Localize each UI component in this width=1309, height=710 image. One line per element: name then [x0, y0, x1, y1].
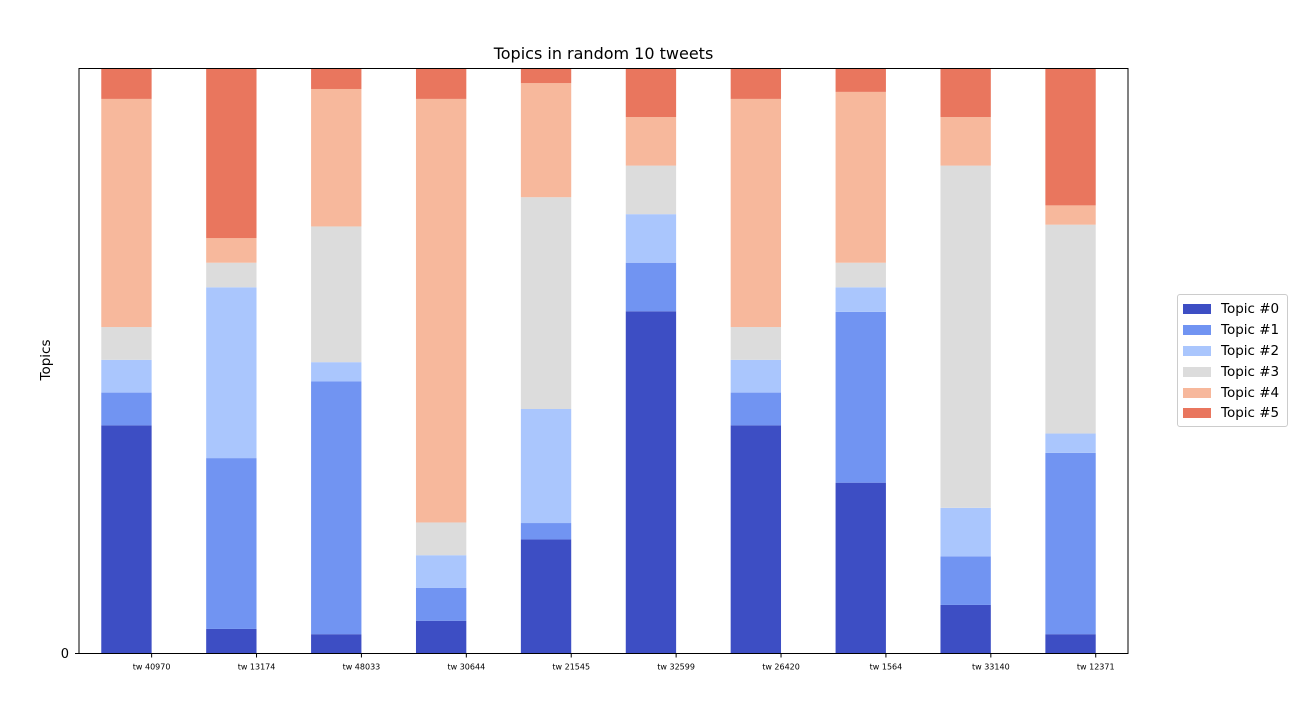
bar-segment-topic-2-6 [730, 359, 782, 393]
bar-segment-topic-2-8 [940, 507, 991, 557]
x-tick-label: tw 1564 [870, 663, 903, 672]
legend-label: Topic #5 [1221, 405, 1280, 422]
x-tick-label: tw 13174 [238, 663, 276, 672]
x-tick-label: tw 33140 [972, 663, 1010, 672]
bar-segment-topic-0-2 [311, 634, 362, 654]
bar-segment-topic-5-2 [311, 68, 362, 89]
legend-item-topic-5: Topic #5 [1178, 403, 1287, 424]
bar-segment-topic-1-1 [206, 458, 257, 629]
bar-segment-topic-3-1 [206, 262, 257, 288]
bar-segment-topic-1-5 [625, 262, 677, 312]
bar-segment-topic-1-7 [835, 311, 886, 483]
x-tick-label: tw 12371 [1077, 663, 1115, 672]
legend-swatch [1183, 304, 1211, 315]
legend-label: Topic #2 [1221, 342, 1280, 359]
bar-segment-topic-2-9 [1045, 433, 1096, 453]
legend-item-topic-1: Topic #1 [1178, 320, 1287, 341]
bar-segment-topic-5-6 [730, 68, 782, 99]
bar-segment-topic-0-6 [730, 425, 782, 654]
bar-segment-topic-2-0 [101, 359, 152, 393]
bar-segment-topic-3-4 [520, 197, 572, 409]
bars-group [101, 68, 1096, 654]
bar-segment-topic-0-3 [415, 620, 467, 654]
legend-label: Topic #4 [1221, 384, 1280, 401]
legend-item-topic-2: Topic #2 [1178, 341, 1287, 362]
bar-segment-topic-1-2 [311, 381, 362, 635]
bar-segment-topic-1-3 [415, 587, 467, 621]
bar-segment-topic-4-0 [101, 98, 152, 328]
plot-frame [78, 68, 1129, 654]
bar-segment-topic-1-9 [1045, 452, 1096, 635]
legend-swatch [1183, 345, 1211, 356]
bar-segment-topic-0-0 [101, 425, 152, 654]
bar-segment-topic-0-1 [206, 628, 257, 654]
legend-swatch [1183, 366, 1211, 377]
bar-segment-topic-3-8 [940, 165, 991, 508]
legend-label: Topic #0 [1221, 301, 1280, 318]
y-axis-label: Topics [38, 340, 54, 382]
bar-segment-topic-5-5 [625, 68, 677, 118]
bar-segment-topic-4-8 [940, 117, 991, 166]
bar-segment-topic-3-6 [730, 327, 782, 360]
legend-swatch [1183, 387, 1211, 398]
bar-segment-topic-3-0 [101, 327, 152, 360]
bar-segment-topic-4-1 [206, 238, 257, 263]
bar-segment-topic-4-3 [415, 98, 467, 523]
bar-segment-topic-2-5 [625, 214, 677, 263]
legend-item-topic-0: Topic #0 [1178, 299, 1287, 320]
x-tick-label: tw 21545 [552, 663, 590, 672]
legend-label: Topic #1 [1221, 322, 1280, 339]
bar-segment-topic-0-8 [940, 604, 991, 654]
legend-item-topic-4: Topic #4 [1178, 382, 1287, 403]
bar-segment-topic-0-4 [520, 539, 572, 654]
bar-segment-topic-4-5 [625, 117, 677, 166]
x-tick-label: tw 26420 [762, 663, 800, 672]
x-tick-label: tw 40970 [133, 663, 171, 672]
bar-segment-topic-4-2 [311, 88, 362, 227]
bar-segment-topic-5-9 [1045, 68, 1096, 206]
bar-segment-topic-5-4 [520, 68, 572, 84]
bar-segment-topic-3-7 [835, 262, 886, 288]
bar-segment-topic-1-8 [940, 556, 991, 605]
bar-segment-topic-2-3 [415, 555, 467, 588]
bar-segment-topic-3-9 [1045, 224, 1096, 434]
bar-segment-topic-1-6 [730, 392, 782, 426]
bar-segment-topic-0-9 [1045, 634, 1096, 654]
legend-label: Topic #3 [1221, 363, 1280, 380]
bar-segment-topic-2-1 [206, 287, 257, 459]
bar-segment-topic-3-3 [415, 522, 467, 556]
bar-segment-topic-2-2 [311, 362, 362, 382]
bar-segment-topic-0-7 [835, 482, 886, 654]
bar-segment-topic-5-7 [835, 68, 886, 92]
x-ticks-group: tw 40970 tw 13174 tw 48033 tw 30644 tw 21545… [133, 653, 1115, 672]
bar-segment-topic-5-8 [940, 68, 991, 118]
bar-segment-topic-1-0 [101, 392, 152, 426]
bar-segment-topic-2-7 [835, 287, 886, 312]
x-tick-label: tw 32599 [657, 663, 695, 672]
bar-segment-topic-4-6 [730, 98, 782, 328]
bar-segment-topic-2-4 [520, 408, 572, 524]
legend-item-topic-3: Topic #3 [1178, 361, 1287, 382]
bar-segment-topic-0-5 [625, 311, 677, 654]
bar-segment-topic-5-0 [101, 68, 152, 99]
legend: Topic #0 Topic #1 Topic #2 Topic #3 Topi… [1177, 294, 1288, 427]
x-tick-label: tw 48033 [343, 663, 381, 672]
x-tick-label: tw 30644 [447, 663, 485, 672]
bar-segment-topic-3-5 [625, 165, 677, 215]
bar-segment-topic-5-3 [415, 68, 467, 99]
y-tick-label-zero: 0 [61, 647, 69, 662]
bar-segment-topic-4-4 [520, 83, 572, 198]
bar-segment-topic-1-4 [520, 523, 572, 540]
bar-segment-topic-4-9 [1045, 205, 1096, 225]
chart-title: Topics in random 10 tweets [493, 44, 714, 63]
legend-swatch [1183, 325, 1211, 336]
legend-swatch [1183, 408, 1211, 419]
bar-segment-topic-5-1 [206, 68, 257, 239]
bar-segment-topic-4-7 [835, 91, 886, 263]
bar-segment-topic-3-2 [311, 226, 362, 363]
